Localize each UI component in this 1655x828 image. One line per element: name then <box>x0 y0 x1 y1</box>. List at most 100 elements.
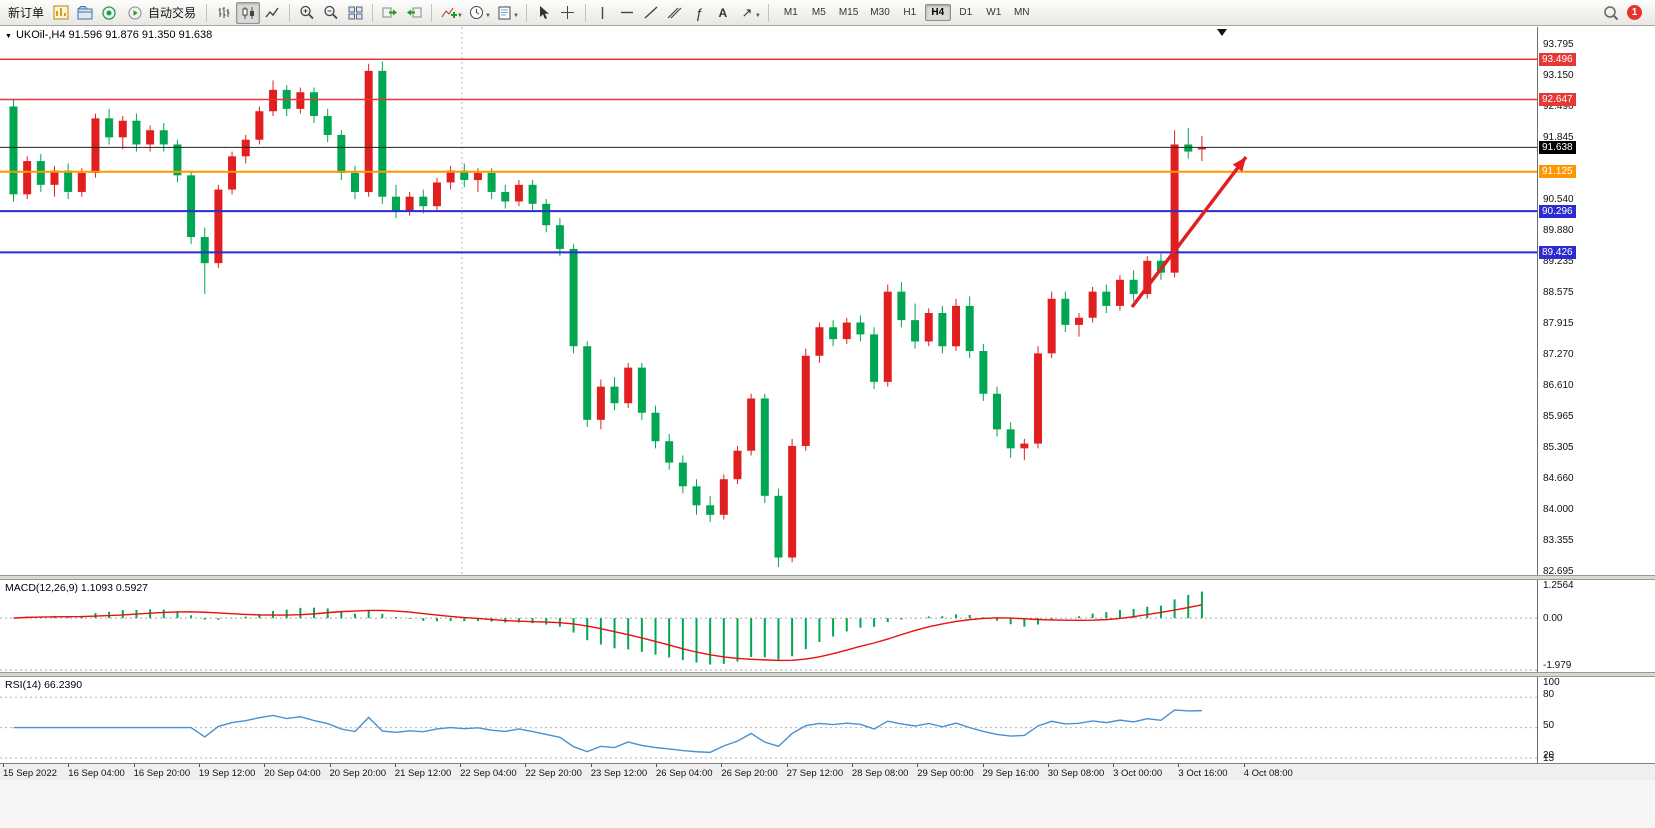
fibonacci-icon[interactable]: ƒ <box>694 4 703 21</box>
new-order-button[interactable]: 新订单 <box>3 2 49 23</box>
candle-body <box>173 144 182 176</box>
macd-plot[interactable] <box>0 580 1537 672</box>
time-tick <box>1113 764 1115 767</box>
last-bar-marker-icon <box>1217 29 1227 36</box>
timeframe-mn-button[interactable]: MN <box>1013 7 1030 18</box>
price-tick: 93.795 <box>1543 38 1574 50</box>
time-label: 4 Oct 08:00 <box>1243 768 1293 779</box>
chart-menu-icon[interactable]: ▼ <box>5 33 12 40</box>
current-price-box: 91.638 <box>1539 140 1576 154</box>
time-tick <box>590 764 592 767</box>
rsi-line <box>13 709 1202 754</box>
macd-axis[interactable]: 1.2564 0.00 -1.979 <box>1537 580 1655 672</box>
rsi-plot[interactable] <box>0 677 1537 763</box>
candle-body <box>1006 429 1015 449</box>
pane-separator[interactable] <box>0 575 1655 580</box>
candle-body <box>856 322 865 335</box>
candle-body <box>870 334 879 382</box>
candle-body <box>214 189 223 264</box>
price-tick: 82.695 <box>1543 566 1574 575</box>
toolbar: 新订单 自动交易 ▼ <box>0 0 1655 26</box>
price-tick: 86.610 <box>1543 380 1574 392</box>
candle-body <box>269 89 278 112</box>
channel-icon[interactable] <box>663 2 687 24</box>
price-axis[interactable]: 93.795 93.150 92.490 91.845 90.540 89.880 89.2… <box>1537 27 1655 575</box>
rsi-axis-label: 20 <box>1543 749 1555 761</box>
time-label: 22 Sep 04:00 <box>460 768 517 779</box>
profiles-icon[interactable] <box>73 2 97 24</box>
arrows-caret-icon[interactable]: ▼ <box>754 12 761 19</box>
chart-shift-icon[interactable] <box>402 2 426 24</box>
chart-title: UKOil-,H4 91.596 91.876 91.350 91.638 <box>15 29 213 41</box>
macd-axis-label: 0.00 <box>1543 613 1563 625</box>
candlestick-chart-icon[interactable] <box>236 1 261 24</box>
autotrading-button[interactable]: 自动交易 <box>121 0 201 26</box>
periods-caret-icon[interactable]: ▼ <box>484 12 491 19</box>
trend-arrow-line[interactable] <box>1130 155 1248 309</box>
macd-signal-line <box>13 604 1203 662</box>
periods-icon[interactable] <box>465 2 489 24</box>
templates-icon[interactable] <box>493 2 517 24</box>
macd-pane: MACD(12,26,9) 1.1093 0.5927 1.2564 0.00 -1… <box>0 580 1655 672</box>
auto-scroll-icon[interactable] <box>378 2 402 24</box>
candle-body <box>1020 443 1029 449</box>
bar-chart-icon[interactable] <box>212 2 236 24</box>
templates-caret-icon[interactable]: ▼ <box>512 12 519 19</box>
candle-body <box>733 450 742 480</box>
crosshair-icon[interactable] <box>556 2 580 24</box>
rsi-axis-label: 100 <box>1543 677 1560 688</box>
candle-body <box>77 172 86 192</box>
candle-body <box>651 412 660 442</box>
price-chart-plot[interactable] <box>0 27 1537 575</box>
candle-body <box>419 196 428 207</box>
autotrading-label: 自动交易 <box>148 6 197 20</box>
arrows-tool-icon[interactable]: ↗ <box>741 5 753 20</box>
pane-separator[interactable] <box>0 672 1655 677</box>
timeframe-h1-button[interactable]: H1 <box>903 7 917 18</box>
line-chart-icon[interactable] <box>260 2 284 24</box>
time-label: 20 Sep 20:00 <box>329 768 387 779</box>
time-tick <box>460 764 462 767</box>
time-tick <box>198 764 200 767</box>
indicators-icon[interactable] <box>437 2 461 24</box>
candle-body <box>351 172 359 192</box>
indicators-caret-icon[interactable]: ▼ <box>457 12 463 19</box>
notification-badge[interactable]: 1 <box>1627 5 1642 20</box>
zoom-out-icon[interactable] <box>319 2 343 24</box>
time-tick <box>68 764 70 767</box>
rsi-axis[interactable]: 100 80 50 20 15 <box>1537 677 1655 763</box>
zoom-in-icon[interactable] <box>295 2 319 24</box>
candle-body <box>1047 298 1056 354</box>
horizontal-line-icon[interactable] <box>615 2 639 24</box>
time-label: 27 Sep 12:00 <box>786 768 844 779</box>
time-label: 26 Sep 04:00 <box>656 768 713 779</box>
timeframe-m30-button[interactable]: M30 <box>870 7 890 18</box>
timeframe-m5-button[interactable]: M5 <box>811 7 826 18</box>
cursor-icon[interactable] <box>532 2 556 24</box>
candle-body <box>965 305 974 352</box>
time-label: 26 Sep 20:00 <box>721 768 778 779</box>
timeframe-m1-button[interactable]: M1 <box>783 7 798 18</box>
time-axis[interactable]: 15 Sep 2022 16 Sep 04:00 16 Sep 20:00 19 Se… <box>0 763 1655 780</box>
search-icon[interactable] <box>1599 2 1623 24</box>
text-tool-icon[interactable]: A <box>718 5 728 20</box>
tile-windows-icon[interactable] <box>343 2 367 24</box>
bottom-strip <box>0 780 1655 828</box>
candle-body <box>473 172 482 181</box>
price-tick: 85.305 <box>1543 442 1574 454</box>
level-price-box-90.296: 90.296 <box>1539 204 1576 218</box>
time-label: 16 Sep 04:00 <box>68 768 125 779</box>
vertical-line-icon[interactable] <box>591 2 615 24</box>
trendline-icon[interactable] <box>639 2 663 24</box>
candle-body <box>501 191 510 202</box>
toolbar-separator <box>289 3 291 22</box>
candle-body <box>952 305 961 347</box>
timeframe-h4-button[interactable]: H4 <box>924 4 951 21</box>
timeframe-d1-button[interactable]: D1 <box>959 7 973 18</box>
timeframe-w1-button[interactable]: W1 <box>986 7 1002 18</box>
price-tick: 83.355 <box>1543 534 1574 546</box>
new-chart-icon[interactable] <box>49 2 73 24</box>
candle-body <box>1129 279 1138 295</box>
market-watch-icon[interactable] <box>97 2 121 24</box>
timeframe-m15-button[interactable]: M15 <box>838 7 859 18</box>
